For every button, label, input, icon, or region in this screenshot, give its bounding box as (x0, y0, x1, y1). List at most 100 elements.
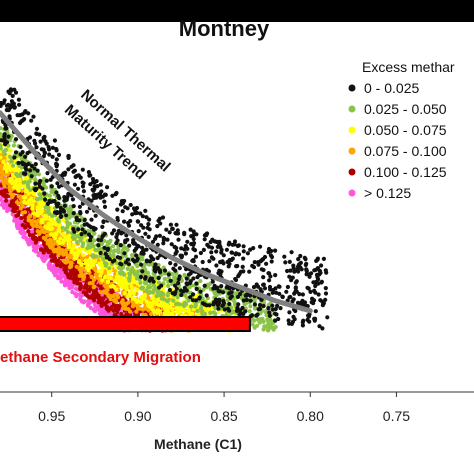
data-point (234, 308, 239, 313)
data-point (65, 230, 70, 235)
data-point (77, 259, 82, 264)
legend-marker (348, 189, 356, 197)
data-point (216, 299, 221, 304)
data-point (238, 291, 243, 297)
data-point (138, 299, 143, 304)
data-point (177, 274, 182, 279)
data-point (32, 187, 37, 192)
data-point (221, 253, 226, 258)
data-point (211, 256, 216, 261)
data-point (276, 316, 281, 322)
data-point (261, 303, 266, 309)
data-point (62, 203, 67, 208)
data-point (14, 168, 19, 173)
data-point (4, 103, 9, 108)
data-point (90, 176, 96, 182)
data-point (29, 196, 34, 201)
data-point (54, 211, 60, 216)
data-point (143, 276, 148, 281)
data-point (74, 251, 79, 257)
data-point (188, 295, 193, 300)
data-point (131, 296, 136, 301)
data-point (202, 283, 207, 288)
data-point (293, 308, 298, 314)
data-point (248, 247, 253, 252)
data-point (177, 266, 182, 271)
data-point (191, 236, 196, 242)
data-point (11, 185, 17, 190)
data-point (307, 319, 312, 324)
data-point (45, 201, 51, 206)
data-point (293, 280, 298, 285)
data-point (133, 208, 138, 213)
data-point (112, 292, 117, 297)
data-point (92, 259, 98, 264)
data-point (87, 250, 92, 255)
data-point (81, 252, 86, 257)
data-point (11, 163, 16, 168)
data-point (65, 238, 70, 243)
data-point (190, 298, 195, 303)
data-point (247, 309, 252, 314)
data-point (13, 90, 19, 95)
data-point (79, 262, 84, 267)
data-point (83, 233, 88, 238)
series-1 (0, 87, 330, 331)
data-point (135, 264, 140, 269)
data-point (126, 220, 131, 226)
data-point (46, 221, 51, 226)
data-point (273, 273, 278, 278)
data-point (91, 277, 97, 282)
data-point (169, 242, 174, 247)
data-point (110, 253, 115, 258)
data-point (56, 184, 62, 189)
data-point (100, 194, 105, 199)
data-point (193, 254, 199, 259)
data-point (214, 263, 219, 268)
data-point (38, 205, 43, 210)
data-point (325, 315, 330, 320)
data-point (209, 250, 214, 255)
data-point (315, 266, 320, 271)
data-point (71, 169, 76, 174)
data-point (144, 215, 149, 220)
data-point (166, 283, 171, 288)
data-point (28, 187, 33, 192)
data-point (195, 275, 200, 280)
data-point (300, 323, 305, 328)
data-point (98, 182, 103, 187)
data-point (270, 303, 275, 308)
data-point (144, 288, 149, 293)
data-point (229, 294, 234, 299)
data-point (148, 254, 153, 259)
data-point (142, 263, 147, 268)
data-point (244, 293, 249, 298)
data-point (115, 232, 120, 237)
data-point (12, 155, 17, 160)
data-point (241, 298, 246, 303)
data-point (262, 286, 268, 291)
data-point (115, 295, 121, 300)
data-point (145, 270, 151, 275)
data-point (19, 216, 24, 221)
data-point (34, 145, 39, 150)
data-point (135, 256, 140, 261)
data-point (31, 114, 36, 119)
data-point (14, 213, 19, 218)
title-banner (0, 0, 474, 22)
data-point (319, 263, 324, 268)
data-point (173, 262, 178, 267)
data-point (162, 311, 167, 316)
data-point (174, 249, 179, 254)
data-point (121, 245, 126, 250)
data-point (101, 296, 106, 301)
data-point (37, 229, 42, 235)
data-point (19, 165, 24, 170)
data-point (176, 310, 181, 315)
data-point (15, 206, 20, 211)
data-point (316, 292, 321, 297)
data-point (88, 234, 93, 240)
data-point (17, 113, 23, 118)
data-point (125, 294, 131, 299)
data-point (269, 248, 274, 254)
